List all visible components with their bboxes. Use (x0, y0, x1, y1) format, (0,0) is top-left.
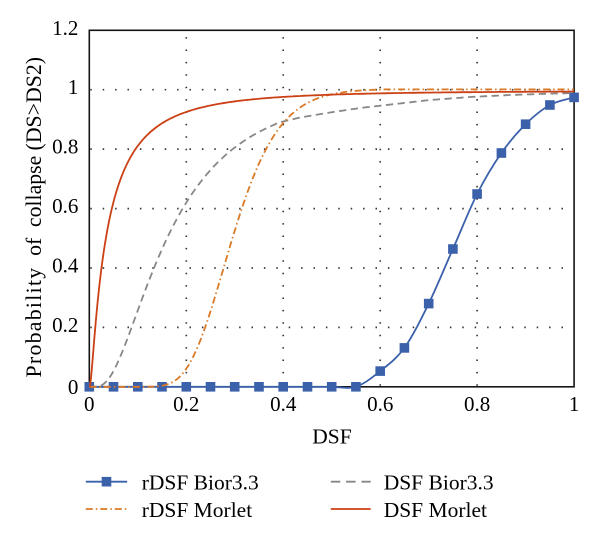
svg-text:0.2: 0.2 (173, 392, 199, 416)
svg-text:0.6: 0.6 (367, 392, 393, 416)
svg-text:DSF Bior3.3: DSF Bior3.3 (384, 471, 494, 495)
svg-text:(DS>DS2): (DS>DS2) (22, 57, 46, 150)
svg-text:DSF: DSF (312, 424, 351, 448)
svg-text:0.8: 0.8 (52, 135, 78, 159)
svg-text:0: 0 (84, 392, 95, 416)
svg-text:1.2: 1.2 (52, 16, 78, 40)
svg-text:rDSF Morlet: rDSF Morlet (142, 498, 253, 522)
svg-text:rDSF Bior3.3: rDSF Bior3.3 (142, 471, 259, 495)
svg-text:0.4: 0.4 (270, 392, 297, 416)
svg-text:0.6: 0.6 (52, 194, 78, 218)
svg-text:1: 1 (68, 75, 79, 99)
svg-text:Probability of collapse: Probability of collapse (22, 156, 46, 378)
svg-text:0.2: 0.2 (52, 313, 78, 337)
svg-text:1: 1 (569, 392, 580, 416)
svg-text:0.4: 0.4 (52, 254, 79, 278)
svg-text:DSF Morlet: DSF Morlet (384, 498, 487, 522)
svg-text:0: 0 (68, 375, 79, 399)
svg-text:0.8: 0.8 (464, 392, 490, 416)
